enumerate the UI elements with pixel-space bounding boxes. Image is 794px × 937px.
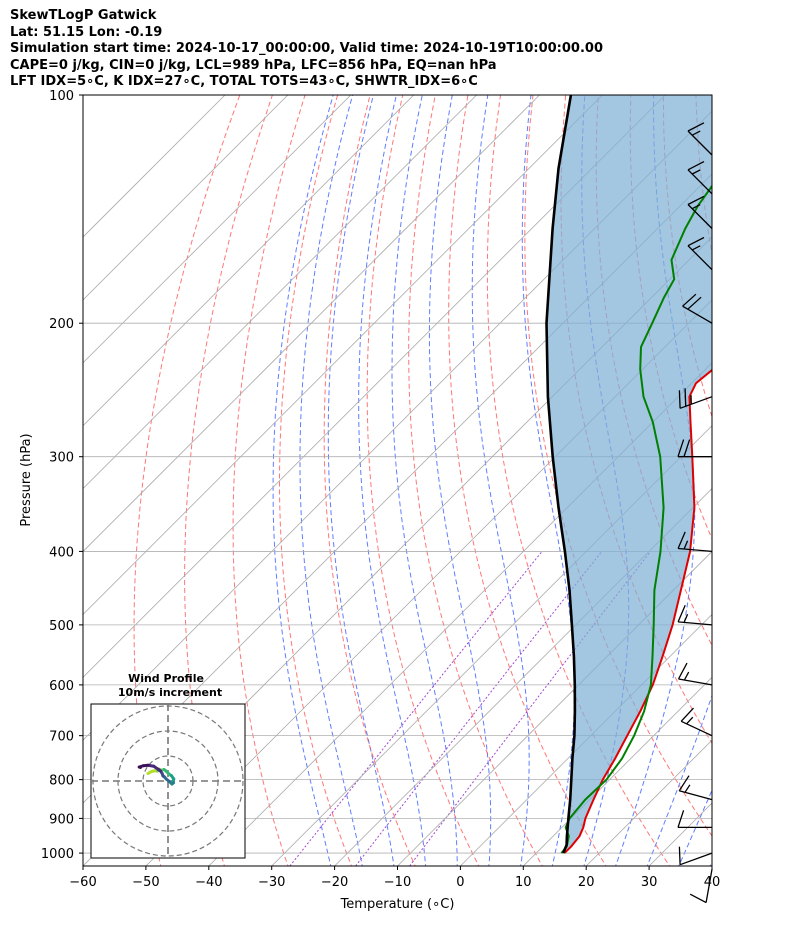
moist-adiabat-12 [709,861,712,866]
y-tick-label: 200 [49,317,74,332]
wind-barb [677,605,713,626]
x-tick-label: −60 [69,875,96,890]
hodograph-title: Wind Profile [128,672,204,685]
dry-adiabat-13 [662,95,712,419]
chart-title: SkewTLogP Gatwick Lat: 51.15 Lon: -0.19 … [10,8,603,91]
cin-shaded-area [546,95,712,854]
y-tick-label: 400 [49,545,74,560]
isotherm-minus20 [334,488,712,866]
x-tick-label: 0 [456,875,464,890]
mixing-ratio-line-1 [354,551,603,866]
title-coordinates: Lat: 51.15 Lon: -0.19 [10,24,163,40]
mixing-ratio-line-0 [289,551,543,866]
x-tick-label: 30 [641,875,658,890]
x-tick-label: 10 [515,875,532,890]
x-tick-label: 20 [578,875,595,890]
isotherm-40 [711,865,712,866]
y-tick-label: 800 [49,774,74,789]
dry-adiabat-9 [524,95,712,837]
wind-barb [687,161,713,195]
y-tick-label: 300 [49,451,74,466]
moist-adiabat-6 [471,95,530,866]
isotherm-minus120 [83,95,477,490]
y-tick-label: 700 [49,730,74,745]
moist-adiabat-13 [740,95,794,869]
moist-adiabat-1 [299,95,363,866]
moist-adiabat-11 [678,789,712,866]
moist-adiabat-3 [358,95,427,866]
x-axis-label: Temperature (∘C) [340,897,455,912]
wind-barb [677,662,713,686]
parcel-profile [545,95,577,854]
dry-adiabat-15 [729,95,794,869]
hodograph-segment [137,765,142,769]
title-station: SkewTLogP Gatwick [10,8,157,23]
dry-adiabat-2 [232,95,306,866]
dry-adiabat-1 [184,95,273,866]
wind-barb [678,775,713,801]
hodograph-clip-group [91,704,245,858]
dewpoint-profile [560,184,712,854]
temperature-profile [563,368,712,854]
isotherm-minus50 [145,299,712,866]
title-simulation-time: Simulation start time: 2024-10-17_00:00:… [10,41,603,56]
title-thermo-indices: LFT IDX=5∘C, K IDX=27∘C, TOTAL TOTS=43∘C… [10,74,478,89]
moist-adiabat-0 [272,95,334,866]
moist-adiabat-10 [646,694,712,866]
y-tick-label: 500 [49,619,74,634]
plot-clip-group [83,95,794,869]
wind-barb [687,236,713,271]
wind-barb [689,869,713,904]
x-tick-label: −20 [321,875,348,890]
isotherm-minus10 [397,550,712,866]
isotherm-minus100 [83,95,603,615]
dry-adiabat-3 [279,95,353,866]
dry-adiabat-8 [486,95,671,866]
dry-adiabat-16 [761,95,794,869]
wind-barb [677,439,712,458]
isotherm-minus110 [83,95,540,553]
hodograph-subtitle: 10m/s increment [118,686,222,699]
wind-barb [687,122,713,156]
isotherm-minus130 [83,95,414,427]
isotherm-minus160 [83,95,226,238]
x-tick-label: 40 [704,875,721,890]
moist-adiabat-4 [391,95,458,866]
isotherm-minus140 [83,95,352,364]
dry-adiabat-5 [366,95,480,866]
dry-adiabat-6 [408,95,543,866]
dry-adiabat-7 [448,95,607,866]
x-tick-label: −10 [384,875,411,890]
dry-adiabat-4 [323,95,416,866]
y-axis-label: Pressure (hPa) [19,433,34,526]
y-tick-label: 1000 [41,847,74,862]
isotherm-10 [523,676,712,866]
isotherm-minus150 [83,95,289,301]
isotherm-minus90 [83,95,666,678]
wind-barb [682,293,713,324]
y-tick-label: 900 [49,812,74,827]
wind-barb [678,846,713,866]
y-tick-label: 100 [49,89,74,104]
plot-area: −60 −50 −40 −30 −20 −10 0 10 20 30 40 1000 900 800 700… [41,89,794,904]
x-tick-label: −50 [132,875,159,890]
x-tick-label: −40 [195,875,222,890]
wind-barb [677,810,712,829]
moist-adiabat-2 [327,95,395,866]
moist-adiabat-5 [428,95,492,866]
wind-profile-hodograph [90,703,246,859]
dry-adiabat-0 [133,95,241,866]
wind-barb [680,707,713,737]
wind-barb [687,195,713,229]
x-tick-label: −30 [258,875,285,890]
y-tick-label: 600 [49,679,74,694]
wind-barb [677,531,713,553]
isotherm-minus30 [271,425,712,866]
title-stability-indices: CAPE=0 j/kg, CIN=0 j/kg, LCL=989 hPa, LF… [10,57,497,73]
wind-barb [678,388,713,409]
